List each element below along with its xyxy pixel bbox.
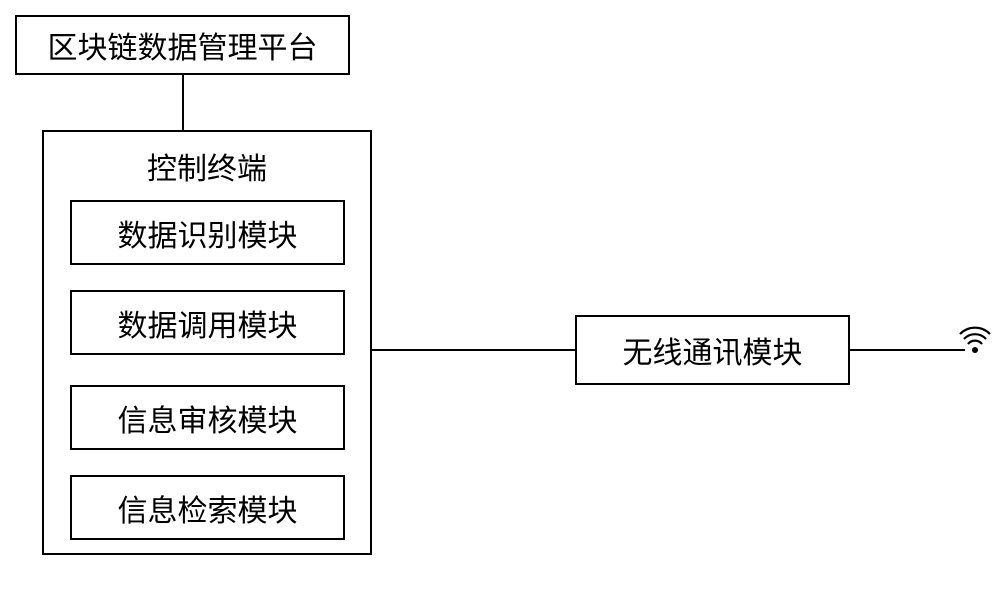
module2-label: 数据调用模块 xyxy=(118,301,298,345)
module3-label: 信息审核模块 xyxy=(118,396,298,440)
terminal-title: 控制终端 xyxy=(147,153,267,186)
platform-label: 区块链数据管理平台 xyxy=(48,23,318,67)
platform-box: 区块链数据管理平台 xyxy=(15,15,350,75)
wifi-icon xyxy=(960,328,990,353)
module-data-recognition: 数据识别模块 xyxy=(70,200,345,265)
wireless-module: 无线通讯模块 xyxy=(575,315,850,385)
module1-label: 数据识别模块 xyxy=(118,211,298,255)
terminal-title-wrap: 控制终端 xyxy=(44,144,370,188)
module-info-audit: 信息审核模块 xyxy=(70,385,345,450)
module4-label: 信息检索模块 xyxy=(118,486,298,530)
module-data-call: 数据调用模块 xyxy=(70,290,345,355)
module-info-search: 信息检索模块 xyxy=(70,475,345,540)
wireless-label: 无线通讯模块 xyxy=(623,328,803,372)
